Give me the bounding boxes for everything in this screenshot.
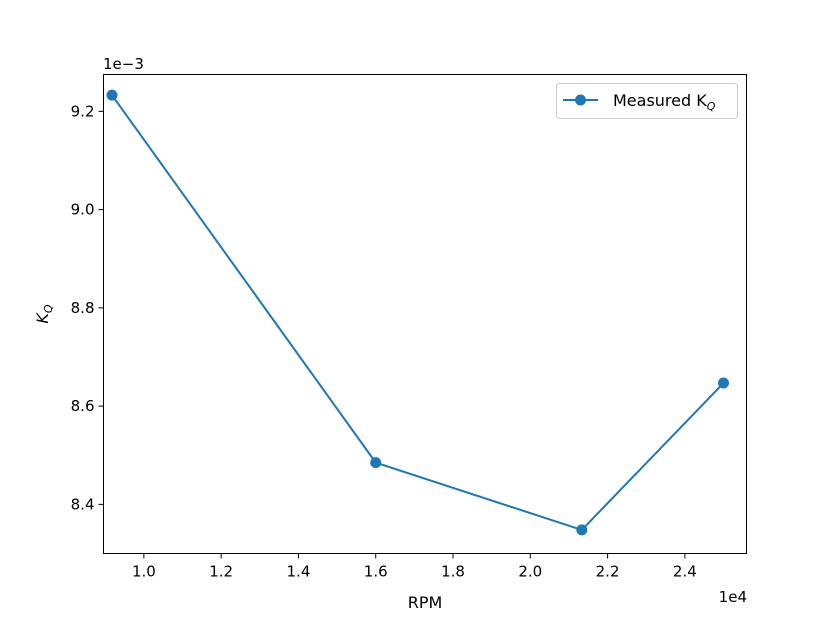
- legend: Measured KQ: [556, 83, 738, 119]
- x-axis-ticks: 1.0 1.2 1.4 1.6 1.8 2.0 2.2 2.4: [132, 553, 697, 581]
- y-tick-label: 9.0: [71, 201, 95, 219]
- legend-label: Measured K: [613, 91, 707, 110]
- y-tick-label: 9.2: [71, 102, 95, 120]
- y-axis-label-sub: Q: [42, 304, 55, 313]
- data-point: [370, 457, 382, 469]
- series-layer: [106, 89, 730, 536]
- data-point: [106, 89, 118, 101]
- x-tick-label: 1.8: [441, 563, 465, 581]
- x-axis-multiplier: 1e4: [719, 588, 747, 606]
- y-axis-ticks: 8.4 8.6 8.8 9.0 9.2: [71, 102, 104, 513]
- series-line: [111, 94, 725, 531]
- data-point: [718, 377, 730, 389]
- data-point: [576, 524, 588, 536]
- x-tick-label: 2.2: [596, 563, 620, 581]
- legend-box: [556, 83, 738, 119]
- x-tick-label: 1.6: [364, 563, 388, 581]
- legend-point-marker: [575, 94, 586, 106]
- x-tick-label: 1.4: [287, 563, 311, 581]
- y-tick-label: 8.8: [71, 299, 95, 317]
- svg-text:Measured KQ: Measured KQ: [613, 91, 716, 113]
- y-axis-label: KQ: [33, 304, 55, 324]
- y-axis-label-main: K: [33, 312, 52, 324]
- x-tick-label: 2.0: [518, 563, 542, 581]
- x-axis-label: RPM: [408, 593, 443, 612]
- legend-label-sub: Q: [707, 100, 716, 113]
- y-tick-label: 8.4: [71, 495, 95, 513]
- x-tick-label: 2.4: [673, 563, 697, 581]
- svg-text:KQ: KQ: [33, 304, 55, 324]
- x-tick-label: 1.0: [132, 563, 156, 581]
- y-axis-multiplier: 1e−3: [103, 55, 144, 73]
- y-tick-label: 8.6: [71, 397, 95, 415]
- x-tick-label: 1.2: [209, 563, 233, 581]
- plot-frame: [103, 74, 747, 554]
- plot-background: [103, 74, 747, 554]
